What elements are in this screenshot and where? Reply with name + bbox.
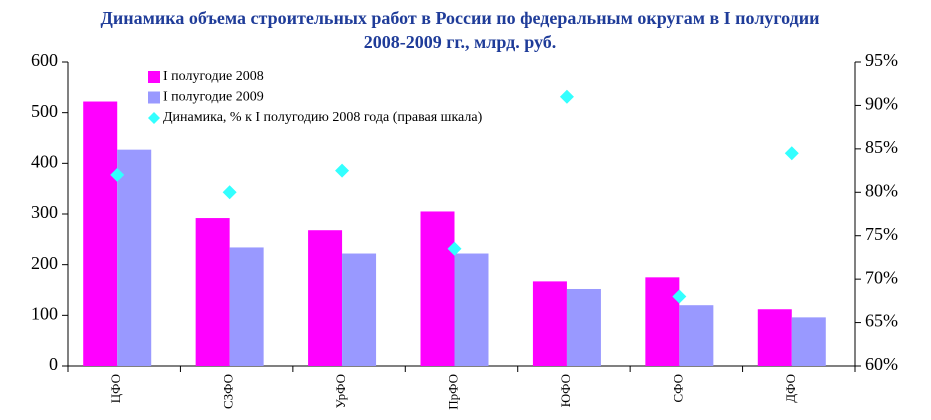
bar — [566, 288, 601, 366]
x-tick-label: СФО — [670, 374, 685, 403]
y2-tick-label: 70% — [865, 267, 898, 287]
bar — [420, 211, 455, 366]
diamond-marker — [335, 163, 350, 178]
bar — [83, 101, 118, 367]
y2-tick-label: 75% — [865, 224, 898, 244]
x-tick-label: УрФО — [333, 374, 348, 408]
diamond-marker — [559, 89, 574, 104]
y-tick-label: 500 — [31, 101, 58, 121]
legend-label: I полугодие 2008 — [163, 69, 264, 84]
y2-tick-label: 90% — [865, 94, 898, 114]
bar — [532, 281, 567, 366]
y2-tick-label: 95% — [865, 50, 898, 70]
y-tick-label: 100 — [31, 303, 58, 323]
bar — [791, 317, 826, 366]
bar — [757, 309, 792, 366]
y-tick-label: 0 — [49, 354, 58, 374]
bar — [117, 149, 152, 366]
diamond-marker — [110, 167, 125, 182]
y2-tick-label: 85% — [865, 137, 898, 157]
legend-swatch — [148, 71, 160, 83]
legend-swatch — [148, 112, 160, 124]
y2-tick-label: 60% — [865, 354, 898, 374]
x-tick-label: ДФО — [783, 374, 798, 403]
bar — [308, 230, 343, 366]
bar — [195, 218, 230, 366]
y2-tick-label: 80% — [865, 180, 898, 200]
legend-label: Динамика, % к I полугодию 2008 года (пра… — [163, 110, 483, 125]
bar — [454, 253, 489, 366]
x-tick-label: ПрФО — [445, 374, 460, 410]
bar — [679, 305, 714, 366]
legend-label: I полугодие 2009 — [163, 90, 264, 105]
diamond-marker — [222, 185, 237, 200]
y-tick-label: 200 — [31, 253, 58, 273]
diamond-marker — [784, 146, 799, 161]
chart-title: Динамика объема строительных работ в Рос… — [100, 8, 820, 52]
diamond-marker — [447, 241, 462, 256]
x-tick-label: ЮФО — [558, 374, 573, 407]
bar — [342, 253, 377, 366]
y2-tick-label: 65% — [865, 311, 898, 331]
legend-swatch — [148, 91, 160, 104]
bar — [229, 247, 264, 366]
y-tick-label: 300 — [31, 202, 58, 222]
bar — [645, 277, 680, 366]
diamond-marker — [672, 289, 687, 304]
x-tick-label: ЦФО — [108, 374, 123, 403]
y-tick-label: 600 — [31, 50, 58, 70]
y-tick-label: 400 — [31, 151, 58, 171]
x-tick-label: СЗФО — [221, 374, 236, 409]
